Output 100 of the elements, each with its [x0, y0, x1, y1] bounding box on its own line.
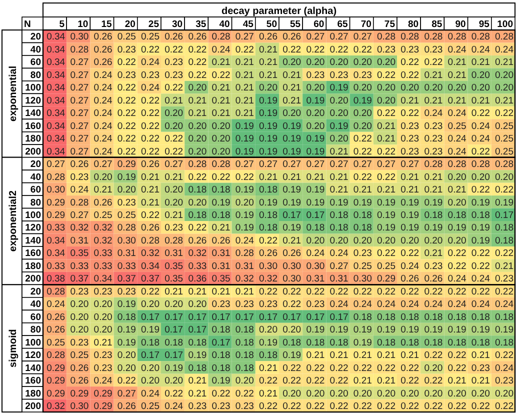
data-label: 0.22 [117, 95, 136, 106]
data-label: 0.22 [377, 248, 396, 260]
data-label: 0.17 [164, 312, 184, 323]
data-label: 0.19 [282, 350, 302, 362]
data-label: 0.22 [330, 44, 348, 56]
data-label: 0.20 [141, 299, 160, 310]
data-label: 0.27 [70, 108, 89, 120]
text: sigmoid [8, 329, 19, 368]
data-label: 0.24 [448, 299, 466, 310]
data-label: 0.26 [46, 312, 66, 323]
x-tick-label: 100 [497, 19, 513, 30]
data-label: 0.21 [377, 184, 396, 196]
data-label: 0.34 [94, 274, 112, 285]
data-label: 0.22 [117, 134, 136, 145]
data-label: 0.21 [235, 70, 254, 81]
data-label: 0.17 [141, 350, 160, 362]
data-label: 0.19 [259, 197, 278, 208]
data-label: 0.29 [46, 362, 66, 374]
data-label: 0.28 [424, 32, 443, 43]
data-label: 0.23 [495, 274, 514, 285]
data-label: 0.28 [235, 248, 254, 260]
data-label: 0.21 [212, 82, 230, 94]
data-label: 0.21 [471, 57, 490, 68]
data-label: 0.29 [46, 388, 66, 400]
data-label: 0.24 [448, 274, 466, 285]
data-label: 0.17 [330, 312, 348, 323]
data-label: 0.28 [495, 32, 514, 43]
y-tick-label: 80 [30, 324, 41, 336]
data-label: 0.20 [330, 388, 348, 400]
data-label: 0.20 [70, 312, 89, 323]
data-label: 0.20 [330, 108, 348, 120]
y-tick-label: 100 [25, 82, 41, 94]
data-label: 0.21 [259, 362, 278, 374]
data-label: 0.22 [377, 401, 396, 412]
y-tick-label: 160 [25, 376, 41, 387]
data-label: 0.17 [141, 312, 160, 323]
data-label: 0.22 [353, 172, 372, 183]
data-label: 0.24 [448, 108, 466, 120]
data-label: 0.21 [400, 350, 420, 362]
data-label: 0.24 [141, 388, 160, 400]
data-label: 0.21 [306, 350, 325, 362]
data-label: 0.19 [424, 197, 443, 208]
data-label: 0.34 [46, 82, 66, 94]
data-label: 0.19 [400, 210, 420, 221]
data-label: 0.19 [353, 324, 372, 336]
data-label: 0.25 [117, 210, 136, 221]
data-label: 0.21 [330, 350, 348, 362]
data-label: 0.18 [495, 222, 514, 234]
data-label: 0.29 [94, 401, 112, 412]
data-label: 0.24 [306, 248, 325, 260]
data-label: 0.37 [117, 274, 136, 285]
data-label: 0.25 [495, 120, 514, 132]
data-label: 0.27 [353, 32, 372, 43]
data-label: 0.22 [495, 184, 514, 196]
data-label: 0.31 [164, 248, 184, 260]
data-label: 0.35 [70, 248, 89, 260]
y-tick-label: 120 [25, 222, 41, 234]
data-label: 0.23 [400, 134, 420, 145]
data-label: 0.20 [94, 312, 112, 323]
data-label: 0.33 [70, 260, 89, 272]
data-label: 0.34 [46, 32, 66, 43]
data-label: 0.18 [235, 324, 254, 336]
data-label: 0.19 [377, 222, 396, 234]
data-label: 0.22 [259, 401, 278, 412]
data-label: 0.27 [70, 70, 89, 81]
y-tick-label: 180 [25, 134, 41, 145]
data-label: 0.23 [400, 146, 420, 158]
data-label: 0.28 [70, 197, 89, 208]
data-label: 0.20 [424, 388, 443, 400]
data-label: 0.35 [212, 274, 230, 285]
data-label: 0.20 [400, 235, 420, 246]
data-label: 0.24 [94, 108, 112, 120]
y-tick-label: 80 [30, 70, 41, 81]
data-label: 0.22 [424, 401, 443, 412]
data-label: 0.22 [141, 44, 160, 56]
data-label: 0.27 [353, 159, 372, 170]
data-label: 0.32 [235, 274, 254, 285]
data-label: 0.18 [471, 337, 490, 348]
data-label: 0.18 [330, 222, 348, 234]
data-label: 0.20 [306, 108, 325, 120]
x-tick-label: 40 [219, 19, 230, 30]
data-label: 0.21 [235, 57, 254, 68]
data-label: 0.20 [117, 184, 136, 196]
y-tick-label: 160 [25, 120, 41, 132]
data-label: 0.19 [259, 134, 278, 145]
data-label: 0.22 [117, 57, 136, 68]
data-label: 0.24 [448, 146, 466, 158]
data-label: 0.25 [353, 260, 372, 272]
data-label: 0.23 [70, 337, 89, 348]
y-tick-label: 140 [25, 108, 41, 120]
data-label: 0.26 [259, 248, 278, 260]
data-label: 0.19 [259, 337, 278, 348]
data-label: 0.25 [141, 401, 160, 412]
data-label: 0.22 [306, 286, 325, 298]
data-label: 0.24 [94, 82, 112, 94]
data-label: 0.21 [235, 82, 254, 94]
data-label: 0.31 [330, 274, 348, 285]
data-label: 0.21 [164, 95, 184, 106]
data-label: 0.19 [424, 324, 443, 336]
data-label: 0.18 [259, 210, 278, 221]
